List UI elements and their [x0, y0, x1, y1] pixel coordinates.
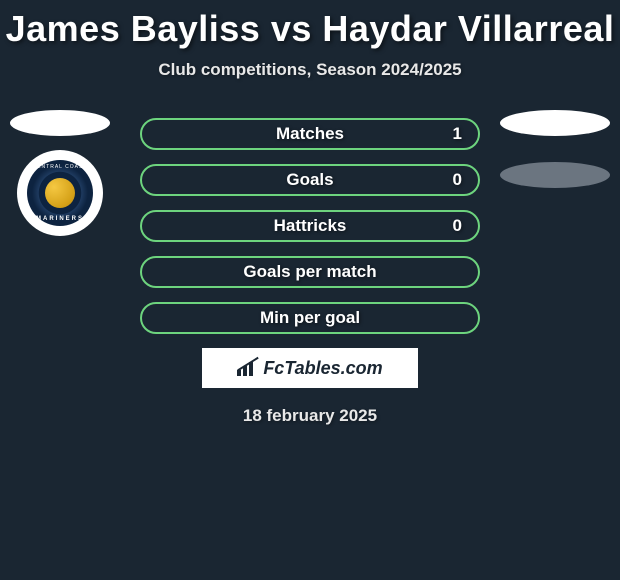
player-avatar-right-1 [500, 110, 610, 136]
badge-text-top: CENTRAL COAST [33, 164, 88, 170]
stat-value: 1 [453, 124, 462, 144]
stat-label: Hattricks [274, 216, 347, 236]
badge-text-bottom: MARINERS [36, 216, 84, 222]
stat-row-goals-per-match: Goals per match [140, 256, 480, 288]
stat-label: Goals per match [243, 262, 376, 282]
club-badge: CENTRAL COAST MARINERS [17, 150, 103, 236]
subtitle: Club competitions, Season 2024/2025 [0, 60, 620, 80]
player-avatar-left [10, 110, 110, 136]
date-text: 18 february 2025 [0, 406, 620, 426]
stat-value: 0 [453, 216, 462, 236]
stat-label: Matches [276, 124, 344, 144]
chart-icon [237, 360, 259, 376]
stat-label: Goals [286, 170, 333, 190]
stats-column: Matches 1 Goals 0 Hattricks 0 Goals per … [140, 118, 480, 334]
stat-row-goals: Goals 0 [140, 164, 480, 196]
stat-value: 0 [453, 170, 462, 190]
logo-text: FcTables.com [263, 358, 382, 379]
stat-label: Min per goal [260, 308, 360, 328]
content-area: CENTRAL COAST MARINERS Matches 1 Goals 0… [0, 118, 620, 426]
page-title: James Bayliss vs Haydar Villarreal [0, 0, 620, 50]
badge-ball-icon [45, 178, 75, 208]
stat-row-hattricks: Hattricks 0 [140, 210, 480, 242]
stat-row-min-per-goal: Min per goal [140, 302, 480, 334]
fctables-logo: FcTables.com [202, 348, 418, 388]
stat-row-matches: Matches 1 [140, 118, 480, 150]
player-avatar-right-2 [500, 162, 610, 188]
left-column: CENTRAL COAST MARINERS [10, 110, 110, 236]
right-column [500, 110, 610, 188]
badge-inner: CENTRAL COAST MARINERS [27, 160, 93, 226]
